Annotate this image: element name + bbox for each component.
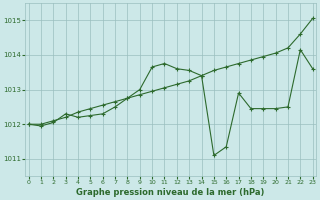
X-axis label: Graphe pression niveau de la mer (hPa): Graphe pression niveau de la mer (hPa) bbox=[76, 188, 265, 197]
